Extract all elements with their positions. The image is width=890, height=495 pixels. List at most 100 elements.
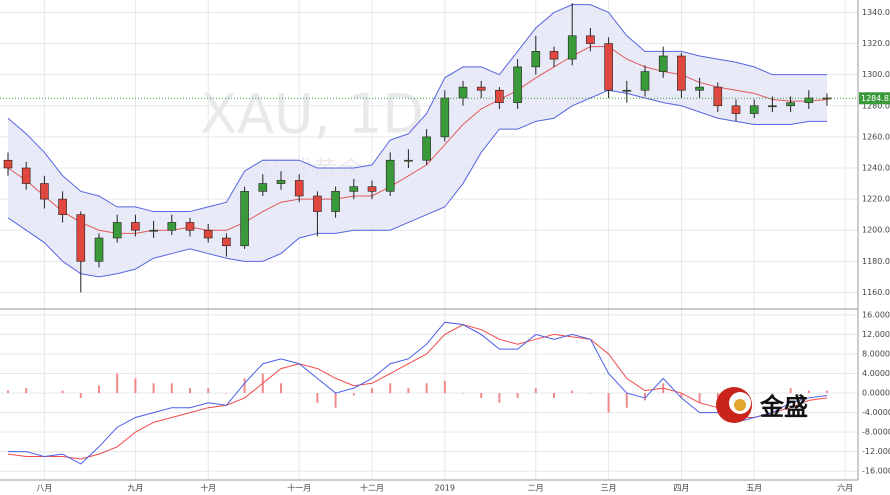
histogram-bar [334, 393, 337, 408]
candle-body [112, 222, 122, 239]
histogram-bar [644, 393, 646, 401]
y-tick-label: -8.0000 [862, 428, 890, 437]
histogram-bar [625, 393, 628, 408]
candle-body [713, 86, 723, 107]
logo-icon [734, 399, 746, 411]
histogram-bar [553, 393, 555, 398]
histogram-bar [243, 378, 246, 394]
candle-body [76, 214, 86, 262]
histogram-bar [207, 388, 210, 394]
histogram-bar [753, 393, 756, 394]
last-price-label: 1284.83 [861, 94, 890, 103]
candle-body [495, 89, 504, 103]
candle-body [94, 237, 104, 262]
candle-body [731, 105, 741, 114]
candle-body [40, 183, 49, 200]
middle-band [7, 46, 828, 234]
histogram-bar [298, 393, 301, 394]
histogram-bar [807, 390, 810, 394]
histogram-bar [7, 390, 9, 394]
y-tick-label: 1200.00 [862, 226, 890, 235]
candle-body [604, 43, 613, 91]
histogram-bar [61, 390, 64, 394]
candle-body [658, 55, 668, 72]
candle-body [185, 222, 195, 231]
y-tick-label: 12.0000 [862, 330, 890, 339]
y-tick-label: 1300.00 [862, 70, 890, 79]
histogram-bar [607, 393, 610, 413]
y-tick-label: 1160.00 [862, 288, 890, 297]
candle-body [640, 71, 650, 91]
candle-body [440, 97, 450, 138]
histogram-bar [716, 393, 719, 398]
histogram-bar [98, 385, 100, 394]
candle-body [749, 105, 759, 114]
histogram-bar [25, 388, 28, 394]
histogram-bar [498, 393, 501, 403]
histogram-bar [280, 383, 282, 394]
candle-body [294, 180, 304, 197]
band-fill [8, 4, 827, 277]
candle-body [531, 51, 541, 68]
histogram-bar [371, 388, 373, 394]
candle-body [786, 102, 795, 107]
candle-body [768, 105, 777, 108]
histogram-bar [316, 393, 319, 403]
candle-body [422, 136, 431, 161]
candle-body [222, 237, 231, 247]
candle-body [695, 86, 704, 91]
candle-body [240, 191, 249, 247]
candle-body [21, 167, 31, 184]
candle-body [622, 89, 632, 92]
y-tick-label: -12.0000 [862, 447, 890, 456]
histogram-bar [170, 383, 173, 394]
histogram-bar [43, 393, 46, 394]
candle-body [276, 180, 286, 184]
candle-body [513, 66, 522, 103]
upper-band [7, 4, 827, 213]
logo: 金盛 [716, 387, 808, 423]
candle-body [3, 159, 13, 169]
histogram-bar [462, 393, 464, 394]
candle-body [476, 86, 486, 91]
y-tick-label: 1240.00 [862, 164, 890, 173]
y-tick-label: -4.0000 [862, 408, 890, 417]
histogram-bar [352, 393, 355, 396]
candle-body [331, 191, 340, 212]
histogram-bar [389, 383, 392, 394]
x-tick-label: 十月 [200, 483, 216, 493]
x-tick-label: 二月 [528, 484, 544, 493]
histogram-bar [516, 393, 519, 398]
candle-body [404, 159, 413, 162]
candle-body [804, 97, 814, 103]
histogram-bar [698, 393, 701, 403]
candle-body [203, 229, 213, 239]
lower-band [7, 89, 827, 278]
x-tick-label: 四月 [673, 484, 689, 493]
y-tick-label: 1320.00 [862, 39, 890, 48]
x-tick-label: 八月 [36, 484, 52, 493]
signal-line [7, 324, 828, 460]
y-tick-label: 16.0000 [862, 310, 890, 319]
histogram-bar [134, 378, 137, 394]
histogram-bar [571, 390, 574, 394]
candle-body [258, 183, 268, 192]
histogram-bar [480, 393, 483, 398]
candle-body [367, 186, 377, 192]
candle-body [58, 198, 67, 215]
histogram-bar [407, 388, 410, 394]
x-tick-label: 十一月 [287, 483, 311, 493]
histogram-bar [443, 380, 446, 394]
x-tick-label: 五月 [746, 484, 762, 493]
y-tick-label: 1220.00 [862, 195, 890, 204]
x-tick-label: 九月 [127, 484, 143, 493]
candle-body [586, 35, 595, 44]
candle-body [349, 186, 359, 192]
watermark: XAU, 1D [200, 83, 424, 146]
candle-body [677, 55, 686, 91]
histogram-bar [534, 388, 537, 394]
y-tick-label: -16.0000 [862, 467, 890, 476]
candle-body [458, 86, 468, 99]
histogram-bar [771, 393, 774, 394]
